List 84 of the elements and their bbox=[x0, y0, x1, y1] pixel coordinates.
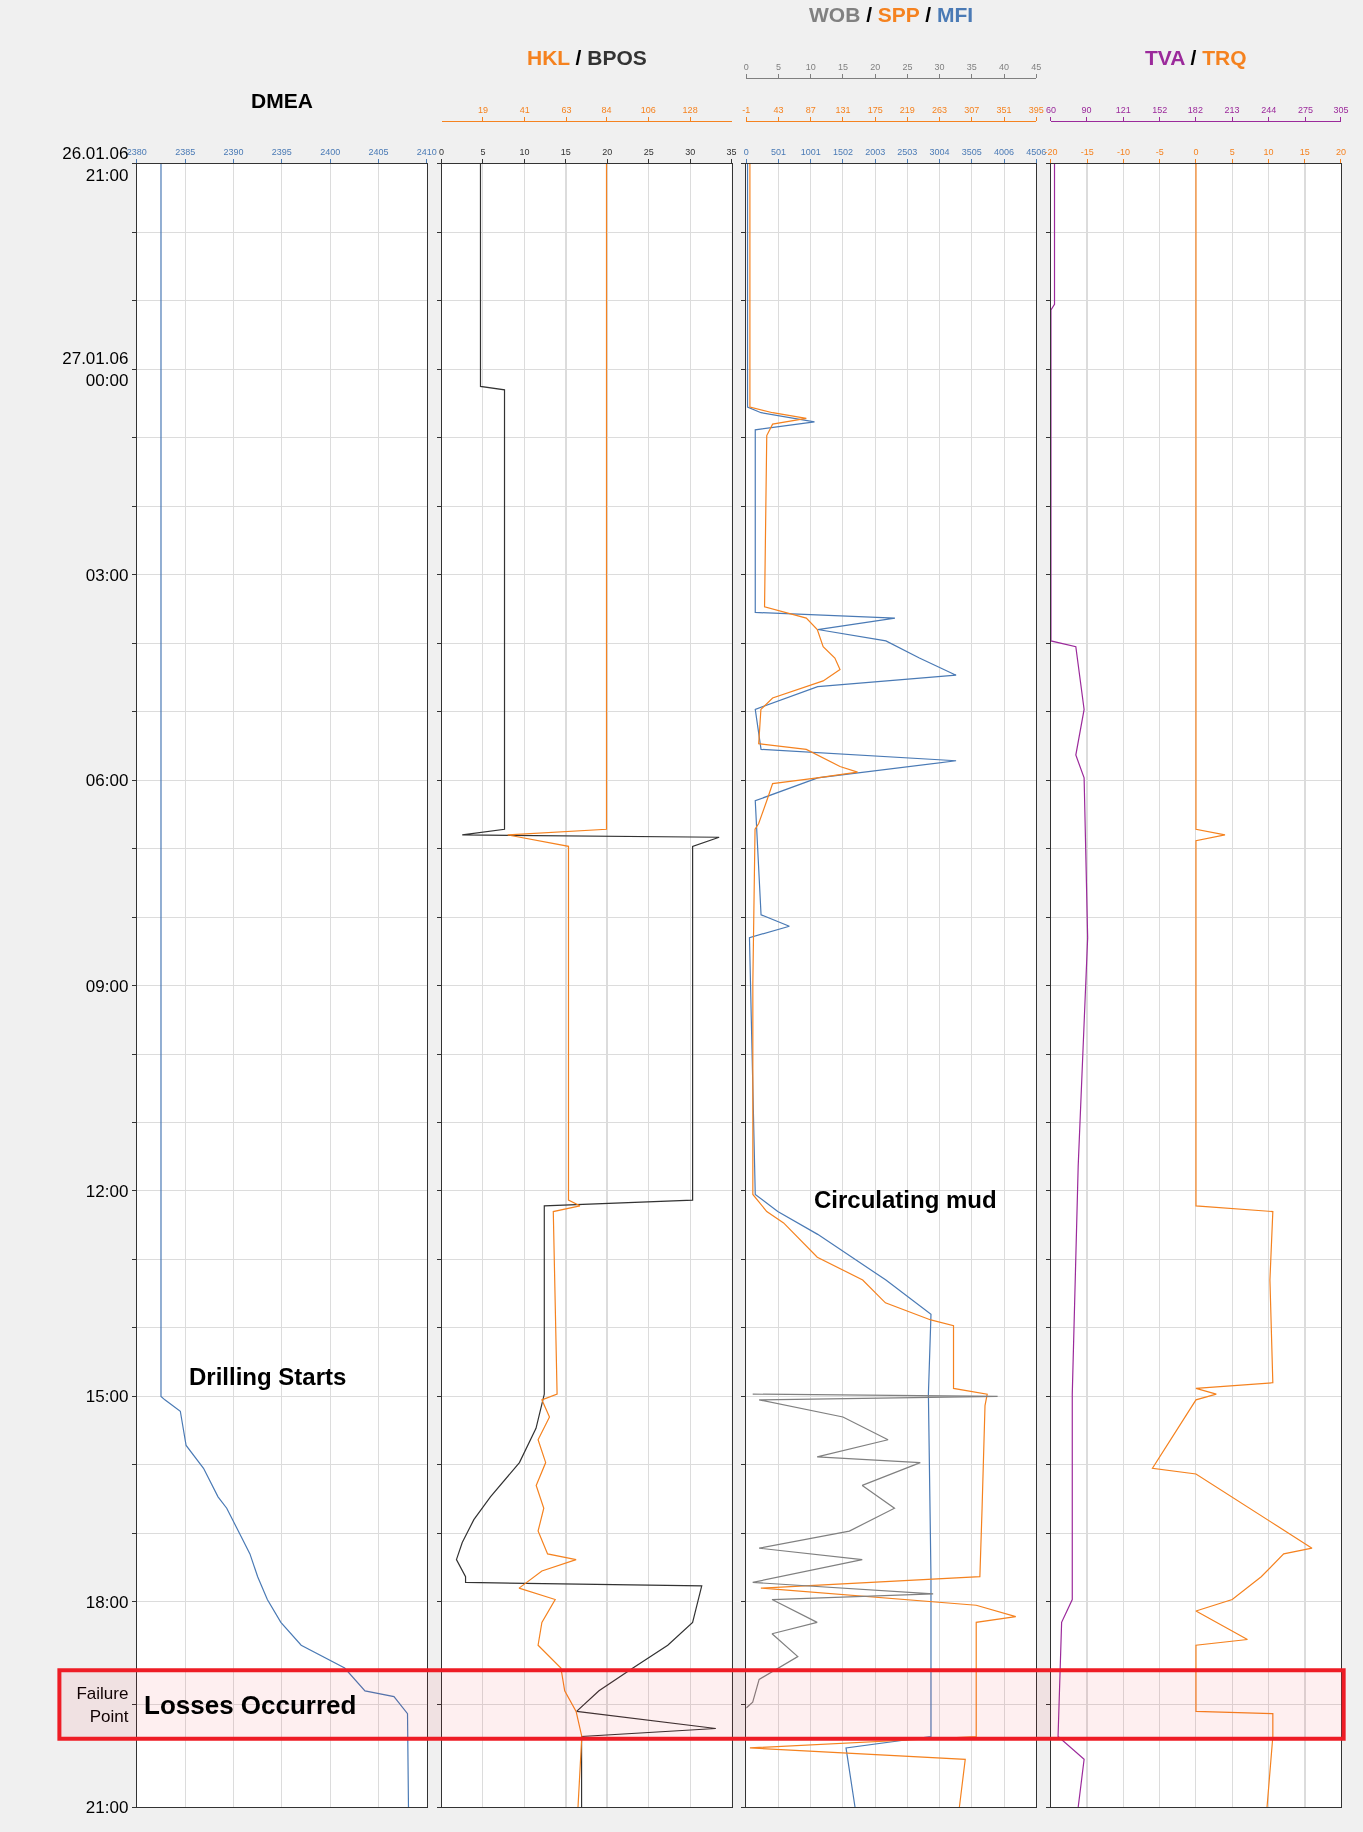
chart-title: TVA / TRQ bbox=[1145, 46, 1247, 69]
x-tick-label: -5 bbox=[1155, 147, 1164, 158]
x2-tick-label: 19 bbox=[477, 105, 488, 116]
chart-title: WOB / SPP / MFI bbox=[809, 3, 974, 26]
x-tick-label: 15 bbox=[560, 147, 571, 158]
x2-tick-label: 106 bbox=[640, 105, 656, 116]
x-tick-label: 25 bbox=[643, 147, 654, 158]
x-tick-label: 2395 bbox=[271, 147, 292, 158]
x-tick-label: 2390 bbox=[223, 147, 244, 158]
x-tick-label: 5 bbox=[480, 147, 486, 158]
x2-tick-label: 182 bbox=[1187, 105, 1203, 116]
x-tick-label: 35 bbox=[966, 62, 977, 73]
x2-tick-label: 43 bbox=[773, 105, 784, 116]
x2-tick-label: 395 bbox=[1028, 105, 1044, 116]
x-tick-label: 40 bbox=[999, 62, 1010, 73]
x-tick-label: 15 bbox=[837, 62, 848, 73]
x-tick-label: 3505 bbox=[961, 147, 982, 158]
x2-tick-label: 90 bbox=[1081, 105, 1092, 116]
x-tick-label: -15 bbox=[1080, 147, 1094, 158]
annotation: Drilling Starts bbox=[189, 1363, 347, 1390]
x-tick-label: 35 bbox=[726, 147, 737, 158]
y-tick-label: 18:00 bbox=[85, 1592, 129, 1612]
x-tick-label: 501 bbox=[770, 147, 787, 158]
x-tick-label: 45 bbox=[1031, 62, 1042, 73]
x-tick-label: 10 bbox=[805, 62, 816, 73]
x2-tick-label: 275 bbox=[1297, 105, 1313, 116]
x2-tick-label: 128 bbox=[682, 105, 698, 116]
x2-tick-label: 121 bbox=[1115, 105, 1131, 116]
x2-tick-label: 305 bbox=[1333, 105, 1349, 116]
x-tick-label: 2405 bbox=[368, 147, 389, 158]
x2-tick-label: -1 bbox=[742, 105, 751, 116]
x-tick-label: 25 bbox=[902, 62, 913, 73]
y-tick-label: 21:00 bbox=[85, 1798, 129, 1818]
x-tick-label: 2503 bbox=[897, 147, 918, 158]
x2-tick-label: 307 bbox=[964, 105, 980, 116]
x-tick-label: 4006 bbox=[994, 147, 1015, 158]
x-tick-label: -20 bbox=[1044, 147, 1058, 158]
x2-tick-label: 41 bbox=[519, 105, 530, 116]
x-tick-label: 0 bbox=[439, 147, 445, 158]
x2-tick-label: 63 bbox=[561, 105, 572, 116]
x-tick-label: 5 bbox=[1229, 147, 1235, 158]
y-tick-label: 06:00 bbox=[85, 771, 129, 791]
x2-tick-label: 213 bbox=[1224, 105, 1240, 116]
x-tick-label: 30 bbox=[934, 62, 945, 73]
x2-tick-label: 263 bbox=[932, 105, 948, 116]
x-tick-label: 1502 bbox=[832, 147, 853, 158]
x2-tick-label: 84 bbox=[601, 105, 612, 116]
y-tick-label: 15:00 bbox=[85, 1387, 129, 1407]
x-tick-label: -10 bbox=[1116, 147, 1130, 158]
x-tick-label: 3004 bbox=[929, 147, 950, 158]
x2-tick-label: 351 bbox=[996, 105, 1012, 116]
x-tick-label: 0 bbox=[743, 62, 749, 73]
x-tick-label: 10 bbox=[519, 147, 530, 158]
x-tick-label: 5 bbox=[775, 62, 781, 73]
x-tick-label: 2003 bbox=[865, 147, 886, 158]
x-tick-label: 20 bbox=[870, 62, 881, 73]
x-tick-label: 2400 bbox=[320, 147, 341, 158]
y-tick-label: 12:00 bbox=[85, 1181, 129, 1201]
x-tick-label: 2410 bbox=[416, 147, 437, 158]
x2-tick-label: 131 bbox=[835, 105, 851, 116]
x-tick-label: 15 bbox=[1299, 147, 1310, 158]
x-tick-label: 2385 bbox=[175, 147, 196, 158]
chart-title: HKL / BPOS bbox=[527, 46, 647, 69]
annotation: Circulating mud bbox=[814, 1186, 997, 1213]
x2-tick-label: 219 bbox=[899, 105, 915, 116]
x2-tick-label: 152 bbox=[1152, 105, 1168, 116]
x2-tick-label: 175 bbox=[867, 105, 883, 116]
y-tick-label: 27.01.06 00:00 bbox=[62, 349, 129, 391]
y-tick-label: Failure Point bbox=[76, 1684, 129, 1726]
y-tick-label: 26.01.06 21:00 bbox=[62, 143, 129, 185]
x-tick-label: 1001 bbox=[800, 147, 821, 158]
x2-tick-label: 60 bbox=[1045, 105, 1056, 116]
x-tick-label: 0 bbox=[743, 147, 749, 158]
x-tick-label: 20 bbox=[602, 147, 613, 158]
band-label: Losses Occurred bbox=[144, 1690, 357, 1720]
x2-tick-label: 87 bbox=[805, 105, 816, 116]
x2-tick-label: 244 bbox=[1261, 105, 1277, 116]
y-tick-label: 03:00 bbox=[85, 565, 129, 585]
x-tick-label: 30 bbox=[685, 147, 696, 158]
y-tick-label: 09:00 bbox=[85, 976, 129, 996]
x-tick-label: 10 bbox=[1263, 147, 1274, 158]
chart-title: DMEA bbox=[251, 89, 313, 112]
x-tick-label: 0 bbox=[1193, 147, 1199, 158]
x-tick-label: 20 bbox=[1335, 147, 1346, 158]
